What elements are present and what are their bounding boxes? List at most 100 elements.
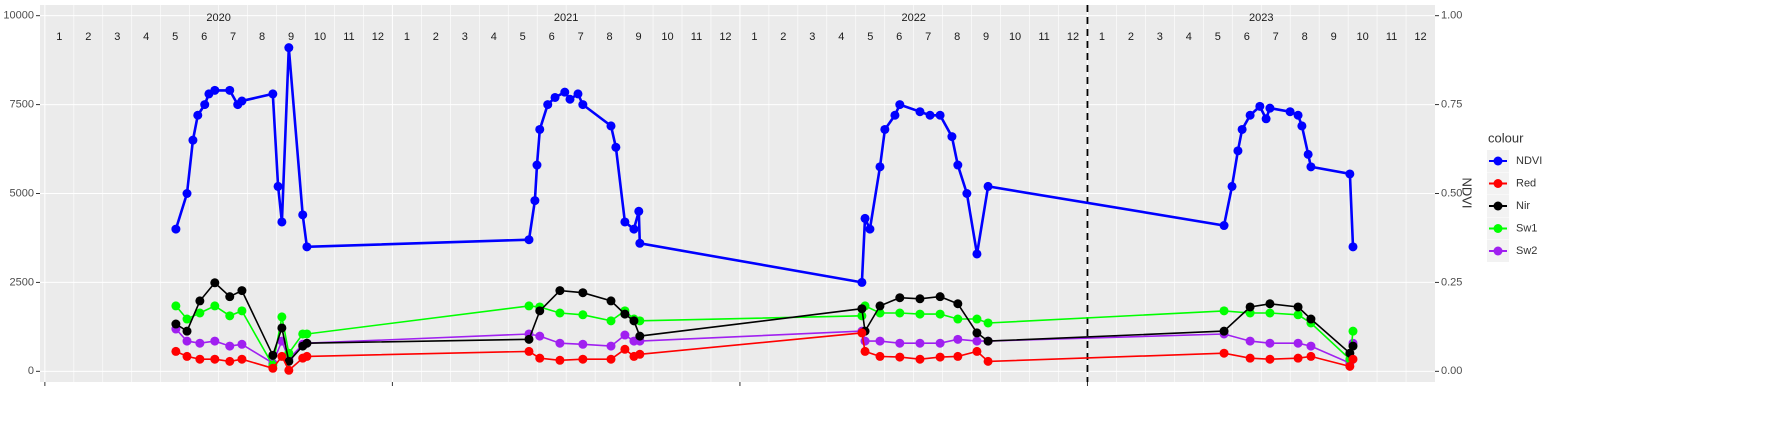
data-point <box>578 310 588 320</box>
data-point <box>880 124 890 134</box>
y2-tick-label: 0.00 <box>1441 365 1462 377</box>
data-point <box>578 288 588 298</box>
data-point <box>1285 107 1295 117</box>
data-point <box>1245 353 1255 363</box>
data-point <box>302 351 312 361</box>
y2-tick-label: 1.00 <box>1441 10 1462 22</box>
legend-label: Nir <box>1516 200 1530 212</box>
data-point <box>972 336 982 346</box>
month-label: 2 <box>780 31 786 43</box>
data-point <box>1233 146 1243 156</box>
data-point <box>237 354 247 364</box>
data-point <box>573 89 583 99</box>
data-point <box>1303 149 1313 159</box>
data-point <box>535 331 545 341</box>
data-point <box>953 314 963 324</box>
data-point <box>210 336 220 346</box>
data-point <box>578 354 588 364</box>
data-point <box>895 352 905 362</box>
data-point <box>1297 121 1307 131</box>
data-point <box>273 181 283 191</box>
data-point <box>606 316 616 326</box>
data-point <box>857 328 867 338</box>
y-tick-label: 0 <box>28 365 34 377</box>
data-point <box>915 294 925 304</box>
data-point <box>606 354 616 364</box>
year-label: 2021 <box>554 12 578 24</box>
data-point <box>225 311 235 321</box>
data-point <box>302 338 312 348</box>
data-point <box>865 224 875 234</box>
month-label: 9 <box>636 31 642 43</box>
data-point <box>635 331 645 341</box>
data-point <box>629 224 639 234</box>
data-point <box>857 311 867 321</box>
series <box>171 43 1358 287</box>
data-point <box>195 296 205 306</box>
data-point <box>298 210 308 220</box>
month-label: 5 <box>520 31 526 43</box>
month-label: 6 <box>1244 31 1250 43</box>
data-point <box>535 306 545 316</box>
data-point <box>1265 338 1275 348</box>
month-label: 5 <box>1215 31 1221 43</box>
data-point <box>210 278 220 288</box>
data-point <box>972 346 982 356</box>
data-point <box>565 94 575 104</box>
data-point <box>1306 351 1316 361</box>
data-point <box>578 100 588 110</box>
y2-axis-title: NDVI <box>1460 177 1475 208</box>
data-point <box>302 329 312 339</box>
month-label: 1 <box>1099 31 1105 43</box>
data-point <box>1265 354 1275 364</box>
month-label: 11 <box>691 31 702 43</box>
data-point <box>962 189 972 198</box>
data-point <box>171 319 181 329</box>
month-label: 4 <box>838 31 844 43</box>
data-point <box>210 301 220 311</box>
year-label: 2022 <box>901 12 925 24</box>
data-point <box>555 355 565 365</box>
legend-label: Sw1 <box>1516 222 1537 234</box>
month-label: 10 <box>314 31 326 43</box>
data-point <box>524 301 534 311</box>
data-point <box>972 249 982 259</box>
data-point <box>1293 302 1303 312</box>
data-point <box>1293 110 1303 120</box>
data-point <box>268 350 278 360</box>
data-point <box>983 356 993 366</box>
month-label: 2 <box>433 31 439 43</box>
data-point <box>1345 361 1355 371</box>
month-label: 10 <box>1356 31 1368 43</box>
legend-marker <box>1493 156 1503 166</box>
data-point <box>1255 101 1265 111</box>
data-point <box>983 318 993 328</box>
data-point <box>1245 336 1255 346</box>
month-label: 1 <box>404 31 410 43</box>
data-point <box>532 160 542 170</box>
month-label: 11 <box>343 31 354 43</box>
data-point <box>1219 306 1229 316</box>
month-label: 7 <box>578 31 584 43</box>
data-point <box>915 338 925 348</box>
legend-marker <box>1493 201 1503 211</box>
y-tick-label: 7500 <box>10 98 34 110</box>
data-point <box>284 356 294 366</box>
data-point <box>1306 314 1316 324</box>
data-point <box>1245 302 1255 312</box>
data-point <box>182 189 192 198</box>
data-point <box>620 344 630 354</box>
month-label: 7 <box>925 31 931 43</box>
data-point <box>237 306 247 316</box>
data-point <box>555 308 565 318</box>
data-point <box>972 314 982 324</box>
data-point <box>524 346 534 356</box>
data-point <box>983 336 993 346</box>
data-point <box>972 328 982 338</box>
data-point <box>1348 326 1358 336</box>
data-point <box>915 309 925 319</box>
legend-label: Sw2 <box>1516 245 1537 257</box>
data-point <box>860 336 870 346</box>
